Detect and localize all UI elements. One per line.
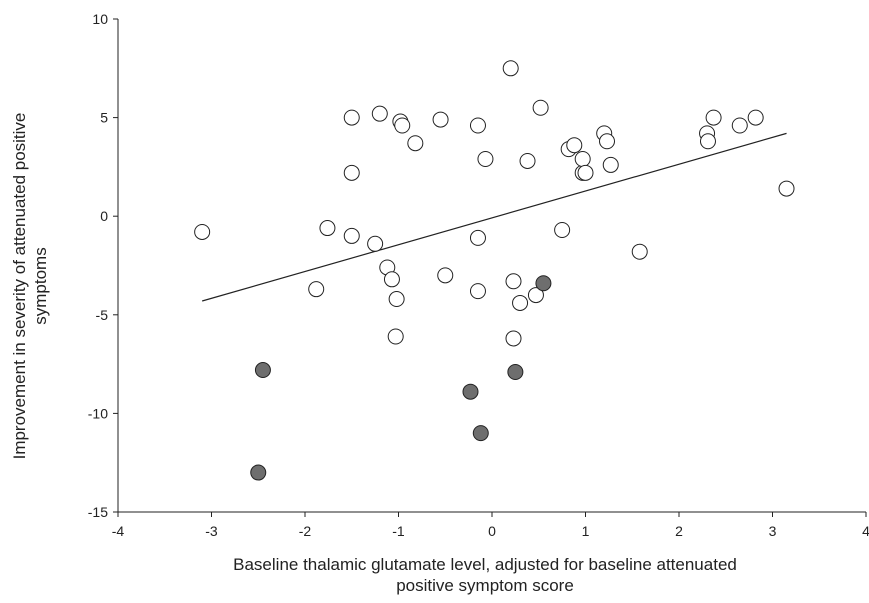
open-data-point xyxy=(432,111,449,128)
y-tick-label: -10 xyxy=(88,405,108,421)
open-data-point xyxy=(407,135,424,152)
open-data-point xyxy=(437,267,454,284)
open-data-point xyxy=(319,220,336,237)
x-axis-title: Baseline thalamic glutamate level, adjus… xyxy=(150,554,820,596)
filled-data-point xyxy=(254,362,271,379)
x-axis-title-line-2: positive symptom score xyxy=(396,576,574,595)
open-data-point xyxy=(469,283,486,300)
open-data-point xyxy=(554,222,571,239)
x-tick-label: 3 xyxy=(769,523,777,539)
trendline-group xyxy=(201,132,787,302)
y-axis-title: Improvement in severity of attenuated po… xyxy=(9,46,51,526)
open-data-point xyxy=(387,328,404,345)
data-points xyxy=(194,60,795,481)
y-tick-label: -15 xyxy=(88,504,108,520)
open-data-point xyxy=(602,156,619,173)
trendline xyxy=(201,132,787,302)
x-tick-label: 4 xyxy=(862,523,869,539)
y-axis-title-line-2: symptoms xyxy=(31,247,50,325)
filled-data-point xyxy=(535,275,552,292)
filled-data-point xyxy=(250,464,267,481)
open-data-point xyxy=(383,271,400,288)
open-data-point xyxy=(502,60,519,77)
open-data-point xyxy=(731,117,748,134)
filled-data-point xyxy=(507,363,524,380)
x-tick-label: -4 xyxy=(112,523,125,539)
open-data-point xyxy=(469,229,486,246)
open-data-point xyxy=(308,281,325,298)
x-tick-label: 2 xyxy=(675,523,683,539)
open-data-point xyxy=(477,151,494,168)
y-tick-label: 5 xyxy=(100,110,108,126)
open-data-point xyxy=(532,99,549,116)
open-data-point xyxy=(747,109,764,126)
x-tick-label: -2 xyxy=(299,523,312,539)
open-data-point xyxy=(512,294,529,311)
y-tick-label: -5 xyxy=(96,307,109,323)
open-data-point xyxy=(519,152,536,169)
filled-data-point xyxy=(472,425,489,442)
open-data-point xyxy=(469,117,486,134)
open-data-point xyxy=(778,180,795,197)
open-data-point xyxy=(631,243,648,260)
open-data-point xyxy=(343,164,360,181)
open-data-point xyxy=(574,151,591,168)
x-tick-label: -3 xyxy=(205,523,218,539)
x-axis-title-line-1: Baseline thalamic glutamate level, adjus… xyxy=(233,555,737,574)
y-axis-title-line-1: Improvement in severity of attenuated po… xyxy=(10,112,29,460)
y-tick-label: 10 xyxy=(92,11,108,27)
x-tick-label: 1 xyxy=(582,523,590,539)
open-data-point xyxy=(343,227,360,244)
open-data-point xyxy=(599,133,616,150)
x-tick-label: 0 xyxy=(488,523,496,539)
open-data-point xyxy=(577,164,594,181)
open-data-point xyxy=(388,291,405,308)
open-data-point xyxy=(367,235,384,252)
filled-data-point xyxy=(462,383,479,400)
open-data-point xyxy=(566,137,583,154)
open-data-point xyxy=(699,133,716,150)
open-data-point xyxy=(705,109,722,126)
open-data-point xyxy=(194,223,211,240)
x-tick-label: -1 xyxy=(392,523,405,539)
open-data-point xyxy=(505,330,522,347)
open-data-point xyxy=(394,117,411,134)
open-data-point xyxy=(527,287,544,304)
open-data-point xyxy=(343,109,360,126)
open-data-point xyxy=(371,105,388,122)
open-data-point xyxy=(505,273,522,290)
y-tick-label: 0 xyxy=(100,208,108,224)
